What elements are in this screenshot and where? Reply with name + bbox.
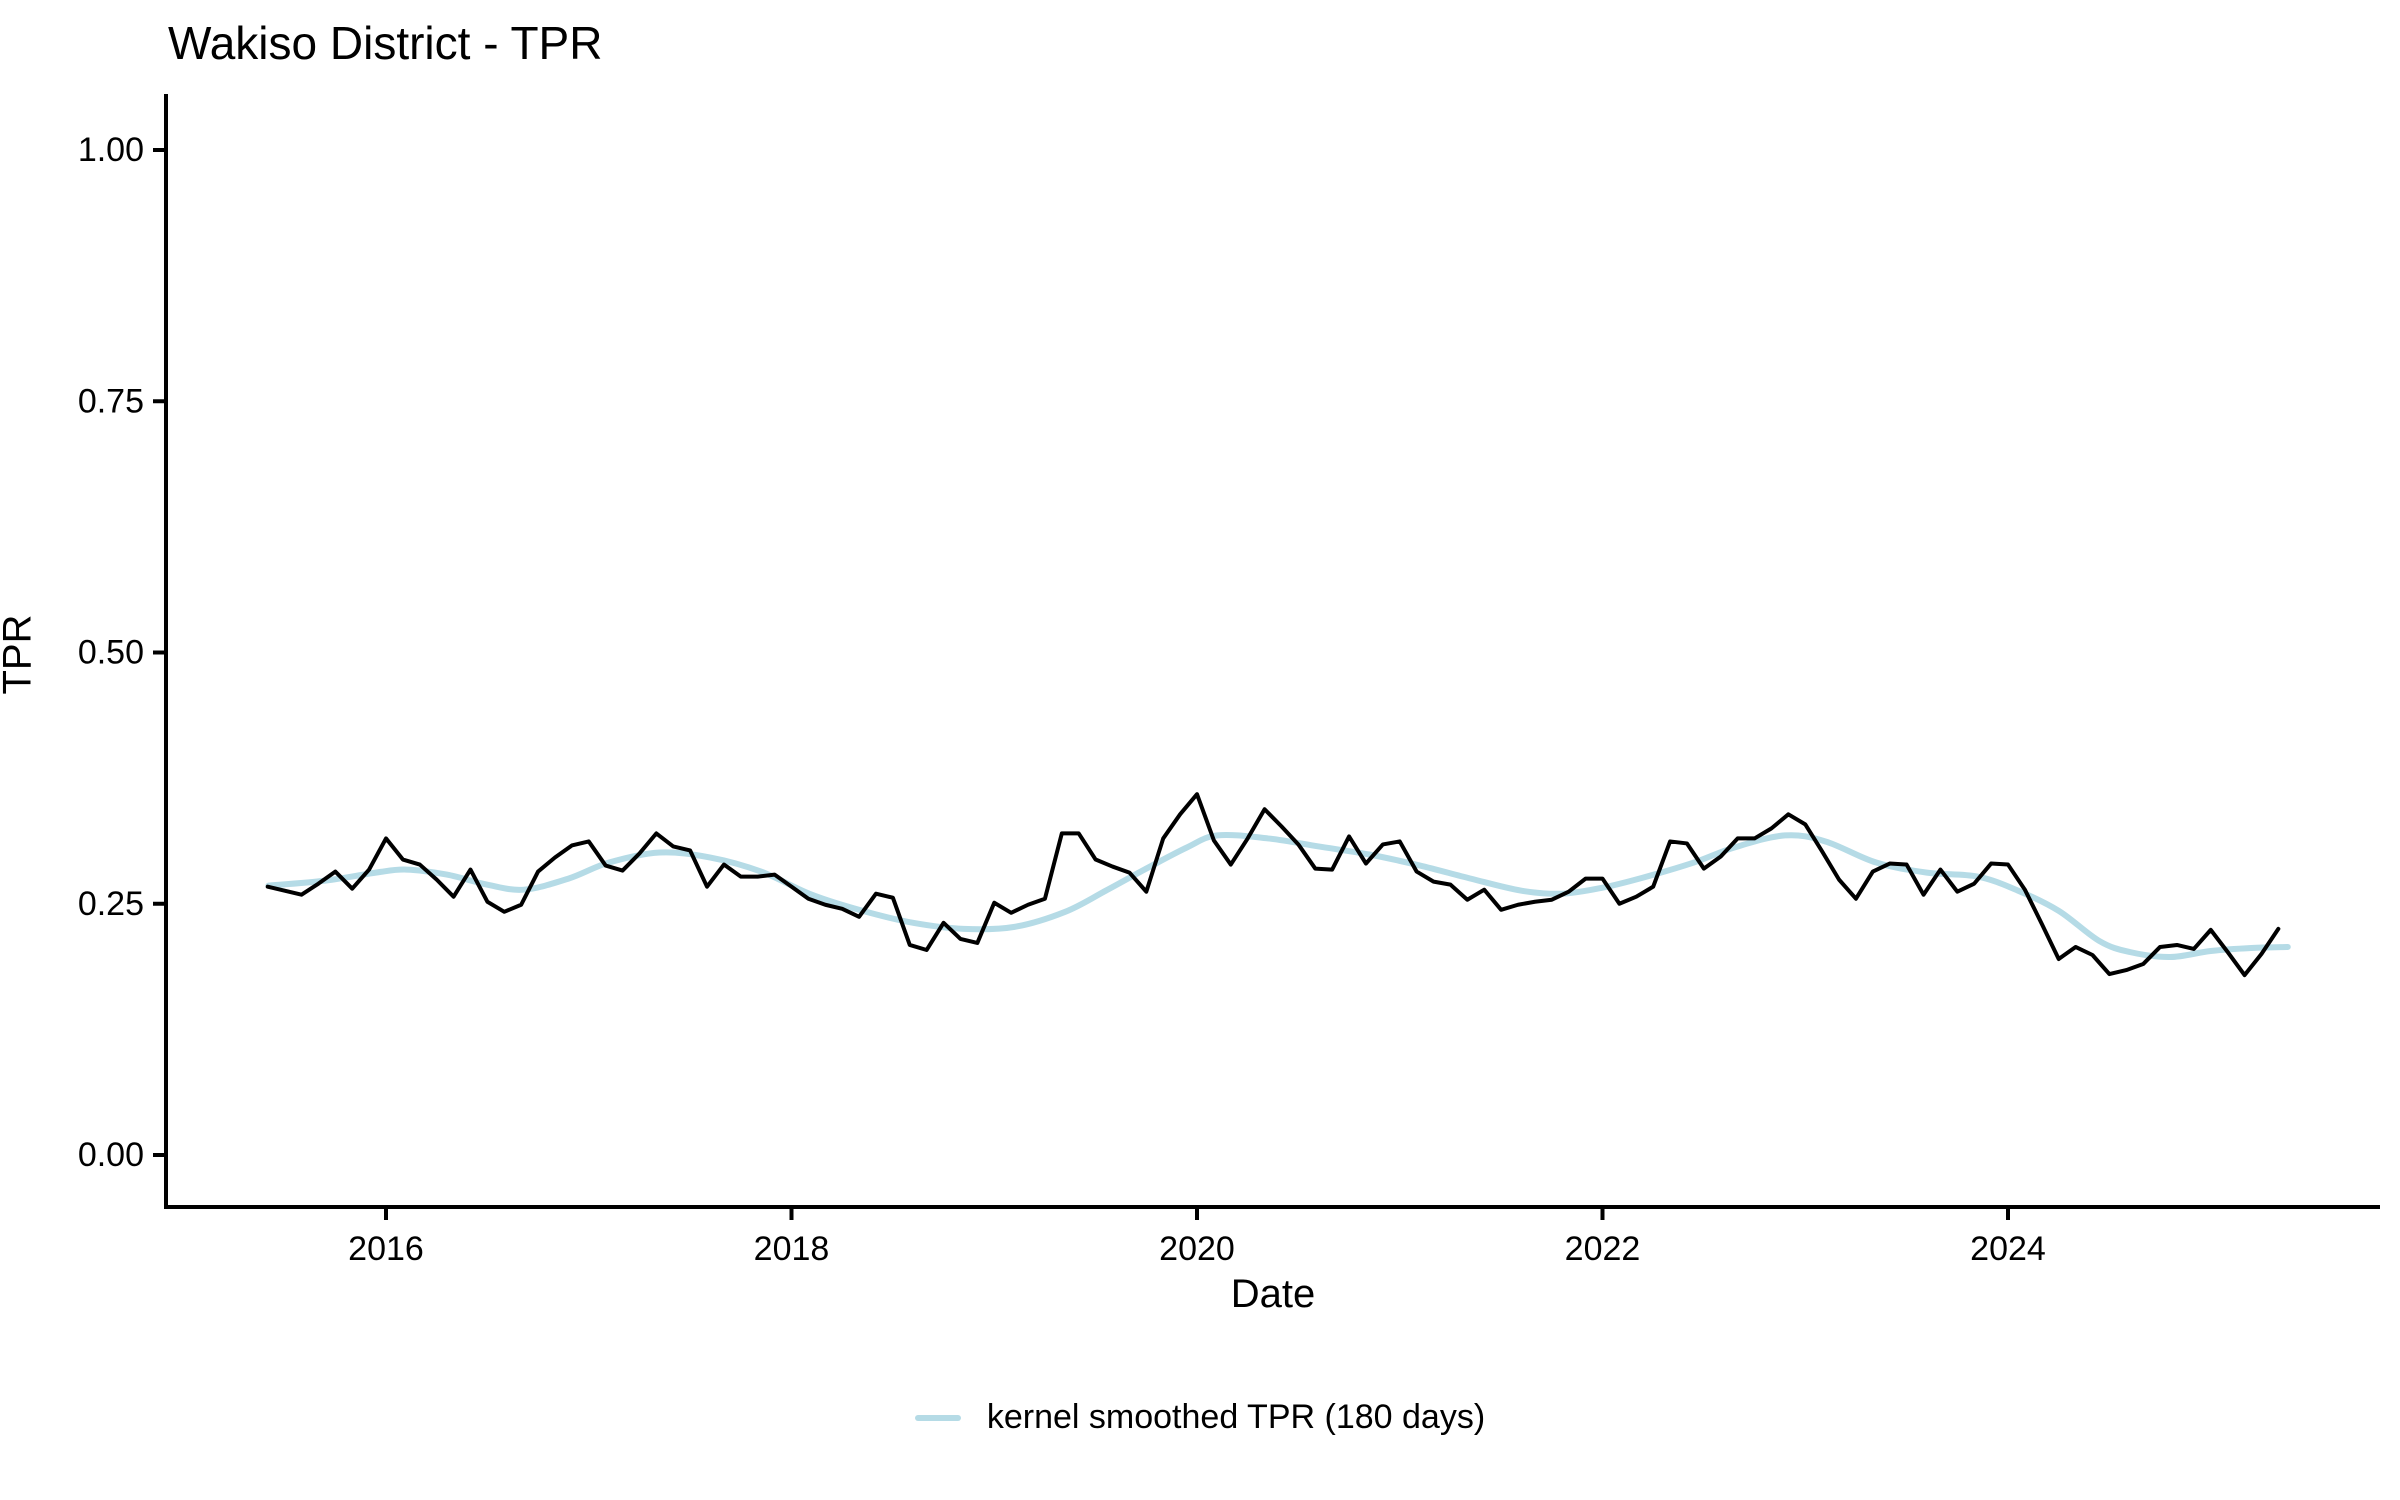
x-tick-label: 2016 [348,1230,424,1268]
x-tick-label: 2018 [754,1230,830,1268]
y-tick-label: 0.75 [78,382,144,420]
y-axis-title: TPR [0,614,40,695]
y-tick-label: 0.00 [78,1136,144,1174]
x-axis-title: Date [1230,1272,1316,1316]
legend: kernel smoothed TPR (180 days) [0,1398,2400,1437]
x-tick-label: 2020 [1159,1230,1235,1268]
y-tick-label: 1.00 [78,131,144,169]
smoothed-line-swatch [914,1414,961,1421]
x-tick-label: 2024 [1970,1230,2046,1268]
smoothed-tpr-line [265,831,2291,961]
y-tick-label: 0.50 [78,634,144,672]
raw-tpr-line [265,792,2281,978]
chart-title: Wakiso District - TPR [168,17,603,69]
y-tick-label: 0.25 [78,885,144,923]
x-tick-label: 2022 [1565,1230,1641,1268]
legend-label: kernel smoothed TPR (180 days) [986,1398,1486,1436]
